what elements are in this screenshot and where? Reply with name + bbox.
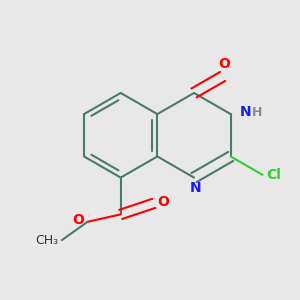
Text: O: O (72, 213, 84, 227)
Text: CH₃: CH₃ (35, 234, 58, 247)
Text: Cl: Cl (266, 168, 281, 182)
Text: O: O (219, 57, 230, 71)
Text: H: H (252, 106, 262, 119)
Text: N: N (240, 105, 251, 119)
Text: O: O (158, 194, 169, 208)
Text: N: N (190, 181, 202, 194)
